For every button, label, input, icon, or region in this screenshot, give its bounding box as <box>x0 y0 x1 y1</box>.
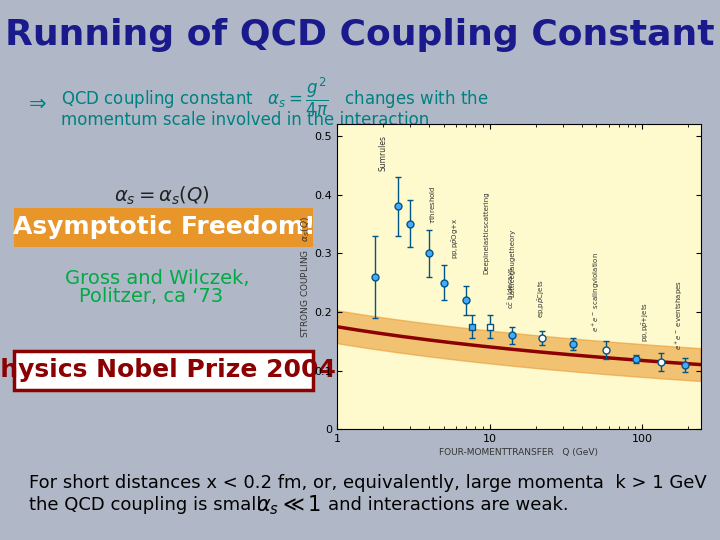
Text: $e^+e^-$ scalingviolation: $e^+e^-$ scalingviolation <box>591 253 602 333</box>
Text: Latticegaugetheory: Latticegaugetheory <box>509 229 515 298</box>
Text: QCD coupling constant   $\alpha_s = \dfrac{g^2}{4\pi}$   changes with the: QCD coupling constant $\alpha_s = \dfrac… <box>61 76 489 118</box>
Text: $e^+e^-$ eventshapes: $e^+e^-$ eventshapes <box>674 280 685 350</box>
Y-axis label: STRONG COUPLING   $\alpha_S(Q)$: STRONG COUPLING $\alpha_S(Q)$ <box>299 216 312 338</box>
Text: pp,p$\bar{p}$+jets: pp,p$\bar{p}$+jets <box>641 302 651 342</box>
Text: ⇒: ⇒ <box>29 93 46 114</box>
Text: Deepinelasticscattering: Deepinelasticscattering <box>483 191 490 274</box>
FancyBboxPatch shape <box>14 208 313 247</box>
FancyBboxPatch shape <box>14 351 313 390</box>
Text: Asymptotic Freedom!: Asymptotic Freedom! <box>13 215 315 239</box>
Text: momentum scale involved in the interaction: momentum scale involved in the interacti… <box>61 111 429 129</box>
Text: Running of QCD Coupling Constant: Running of QCD Coupling Constant <box>5 18 715 52</box>
Text: Physics Nobel Prize 2004!: Physics Nobel Prize 2004! <box>0 359 347 382</box>
Text: $\alpha_s = \alpha_s(Q)$: $\alpha_s = \alpha_s(Q)$ <box>114 184 210 207</box>
Text: c$\bar{c}$ bldecays: c$\bar{c}$ bldecays <box>507 266 517 309</box>
Text: Sumrules: Sumrules <box>379 135 387 171</box>
Text: $\tau$threshold: $\tau$threshold <box>428 185 436 224</box>
Text: $\alpha_s \ll 1$: $\alpha_s \ll 1$ <box>256 493 321 517</box>
Text: ep,p$\bar{p}$Cjets: ep,p$\bar{p}$Cjets <box>537 279 547 318</box>
Text: and interactions are weak.: and interactions are weak. <box>328 496 568 514</box>
Text: Politzer, ca ‘73: Politzer, ca ‘73 <box>79 287 223 307</box>
Text: Gross and Wilczek,: Gross and Wilczek, <box>65 268 249 288</box>
X-axis label: FOUR-MOMENTTRANSFER   Q (GeV): FOUR-MOMENTTRANSFER Q (GeV) <box>439 448 598 457</box>
Text: the QCD coupling is small: the QCD coupling is small <box>29 496 261 514</box>
Text: pp,p$\bar{p}$Og+x: pp,p$\bar{p}$Og+x <box>451 218 461 259</box>
Text: For short distances x < 0.2 fm, or, equivalently, large momenta  k > 1 GeV: For short distances x < 0.2 fm, or, equi… <box>29 474 706 492</box>
